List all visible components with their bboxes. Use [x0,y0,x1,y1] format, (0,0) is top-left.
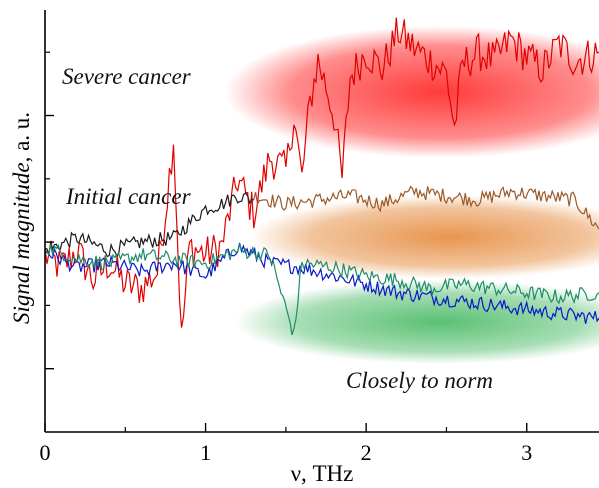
severe-cancer-region [225,26,599,158]
series-layer [44,17,599,336]
series-line-4 [44,242,599,336]
x-axis-title: ν, THz [291,461,354,486]
x-tick-label-1: 1 [200,440,211,465]
initial-cancer-region [250,195,599,279]
series-line-2 [253,185,599,230]
y-axis-title: Signal magnitude, a. u. [9,112,34,324]
y-ticks [45,51,54,370]
y-axis-title-rest: , a. u. [9,112,34,162]
series-line-1 [44,192,254,258]
x-tick-label-0: 0 [40,440,51,465]
y-axis-title-italic: Signal magnitude [9,162,34,324]
series-line-0 [44,17,599,328]
series-line-3 [44,242,599,324]
annotation-initial-cancer: Initial cancer [65,184,192,209]
axes: 0 1 2 3 [40,10,599,465]
x-tick-label-3: 3 [521,440,532,465]
annotation-closely-to-norm: Closely to norm [346,368,493,393]
x-tick-label-2: 2 [361,440,372,465]
norm-region [235,280,599,364]
x-ticks: 0 1 2 3 [40,423,532,465]
annotation-severe-cancer: Severe cancer [62,64,192,89]
